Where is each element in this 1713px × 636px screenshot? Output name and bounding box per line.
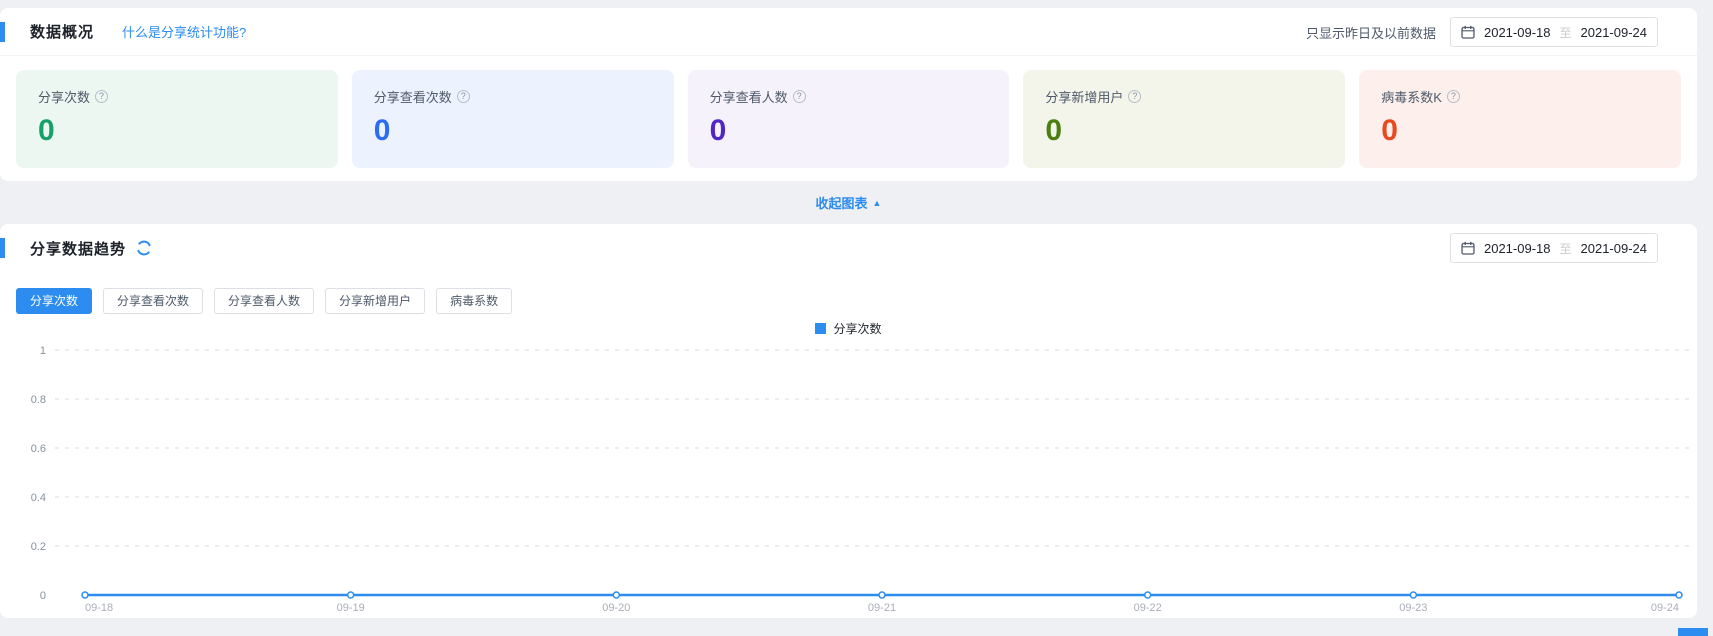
tab-viral-coefficient[interactable]: 病毒系数 [436, 288, 513, 314]
date-range-separator: 至 [1559, 25, 1572, 40]
calendar-icon [1461, 241, 1475, 255]
stat-value: 0 [709, 114, 727, 147]
chevron-up-icon: ▲ [872, 197, 882, 208]
trend-line-chart[interactable]: 0 0.2 0.4 0.6 0.8 1 09-18 09-19 09-20 09-21 09-22 0… [0, 334, 1697, 618]
stat-card-share-view-count: 分享查看次数 ? 0 [351, 70, 674, 168]
end-date[interactable]: 2021-09-24 [1580, 24, 1648, 40]
svg-text:0: 0 [40, 590, 46, 602]
svg-text:0.2: 0.2 [31, 541, 46, 553]
stat-label: 分享新增用户 [1045, 90, 1124, 105]
svg-text:0.8: 0.8 [31, 394, 46, 406]
help-icon[interactable]: ? [792, 90, 806, 103]
stat-label: 分享次数 [38, 90, 91, 105]
stat-card-viral-coefficient: 病毒系数K ? 0 [1359, 70, 1681, 168]
metric-tabs: 分享次数 分享查看次数 分享查看人数 分享新增用户 病毒系数 [16, 288, 513, 314]
trend-panel: 分享数据趋势 2021-09-18 至 2021-09-24 分享次数 分享查看… [0, 224, 1697, 618]
svg-text:09-24: 09-24 [1651, 602, 1679, 614]
refresh-icon[interactable] [136, 240, 152, 256]
tab-share-new-users[interactable]: 分享新增用户 [325, 288, 426, 314]
collapse-strip: 收起图表 ▲ [0, 181, 1697, 224]
page-title: 数据概况 [30, 24, 95, 41]
svg-text:09-19: 09-19 [337, 602, 365, 614]
stat-card-share-new-users: 分享新增用户 ? 0 [1023, 70, 1346, 168]
help-icon[interactable]: ? [1128, 90, 1142, 103]
trend-header: 分享数据趋势 2021-09-18 至 2021-09-24 [0, 224, 1697, 272]
date-range-separator: 至 [1559, 241, 1572, 256]
collapse-chart-label: 收起图表 [815, 196, 868, 211]
share-stats-help-link[interactable]: 什么是分享统计功能? [122, 25, 247, 40]
stat-card-share-count: 分享次数 ? 0 [16, 70, 338, 168]
calendar-icon [1461, 25, 1475, 39]
svg-text:09-22: 09-22 [1134, 602, 1162, 614]
trend-title: 分享数据趋势 [30, 240, 127, 258]
tab-share-view-count[interactable]: 分享查看次数 [103, 288, 204, 314]
overview-header: 数据概况 什么是分享统计功能? 只显示昨日及以前数据 2021-09-18 至 … [0, 8, 1697, 56]
stat-value: 0 [38, 114, 55, 147]
help-icon[interactable]: ? [456, 90, 470, 103]
overview-date-range-picker[interactable]: 2021-09-18 至 2021-09-24 [1450, 17, 1658, 47]
section-accent-bar [0, 22, 5, 42]
overview-panel: 数据概况 什么是分享统计功能? 只显示昨日及以前数据 2021-09-18 至 … [0, 8, 1697, 181]
section-accent-bar [0, 238, 5, 258]
legend-swatch-icon [815, 323, 827, 334]
scrollbar-thumb[interactable] [1678, 628, 1708, 636]
date-note: 只显示昨日及以前数据 [1305, 25, 1436, 41]
svg-text:0.6: 0.6 [31, 443, 46, 455]
start-date[interactable]: 2021-09-18 [1483, 24, 1551, 40]
legend-label: 分享次数 [833, 322, 882, 336]
svg-text:09-20: 09-20 [602, 602, 630, 614]
stat-value: 0 [373, 114, 391, 147]
stat-value: 0 [1381, 114, 1398, 147]
collapse-chart-button[interactable]: 收起图表 ▲ [816, 193, 882, 212]
chart-legend: 分享次数 [0, 320, 1697, 337]
stat-label: 分享查看次数 [373, 90, 452, 105]
svg-text:09-18: 09-18 [85, 602, 113, 614]
end-date[interactable]: 2021-09-24 [1580, 240, 1648, 256]
stat-label: 分享查看人数 [709, 90, 788, 105]
stat-cards-row: 分享次数 ? 0 分享查看次数 ? 0 分享查看人数 ? 0 分享新增用户 ? … [0, 56, 1697, 168]
tab-share-count[interactable]: 分享次数 [16, 288, 93, 314]
trend-date-range-picker[interactable]: 2021-09-18 至 2021-09-24 [1450, 233, 1658, 263]
svg-text:1: 1 [40, 345, 46, 357]
tab-share-viewer-count[interactable]: 分享查看人数 [214, 288, 315, 314]
svg-text:09-21: 09-21 [868, 602, 896, 614]
start-date[interactable]: 2021-09-18 [1483, 240, 1551, 256]
stat-label: 病毒系数K [1381, 90, 1442, 105]
stat-card-share-viewer-count: 分享查看人数 ? 0 [687, 70, 1010, 168]
help-icon[interactable]: ? [95, 90, 109, 103]
help-icon[interactable]: ? [1446, 90, 1460, 103]
svg-text:0.4: 0.4 [31, 492, 46, 504]
svg-text:09-23: 09-23 [1399, 602, 1427, 614]
stat-value: 0 [1045, 114, 1063, 147]
